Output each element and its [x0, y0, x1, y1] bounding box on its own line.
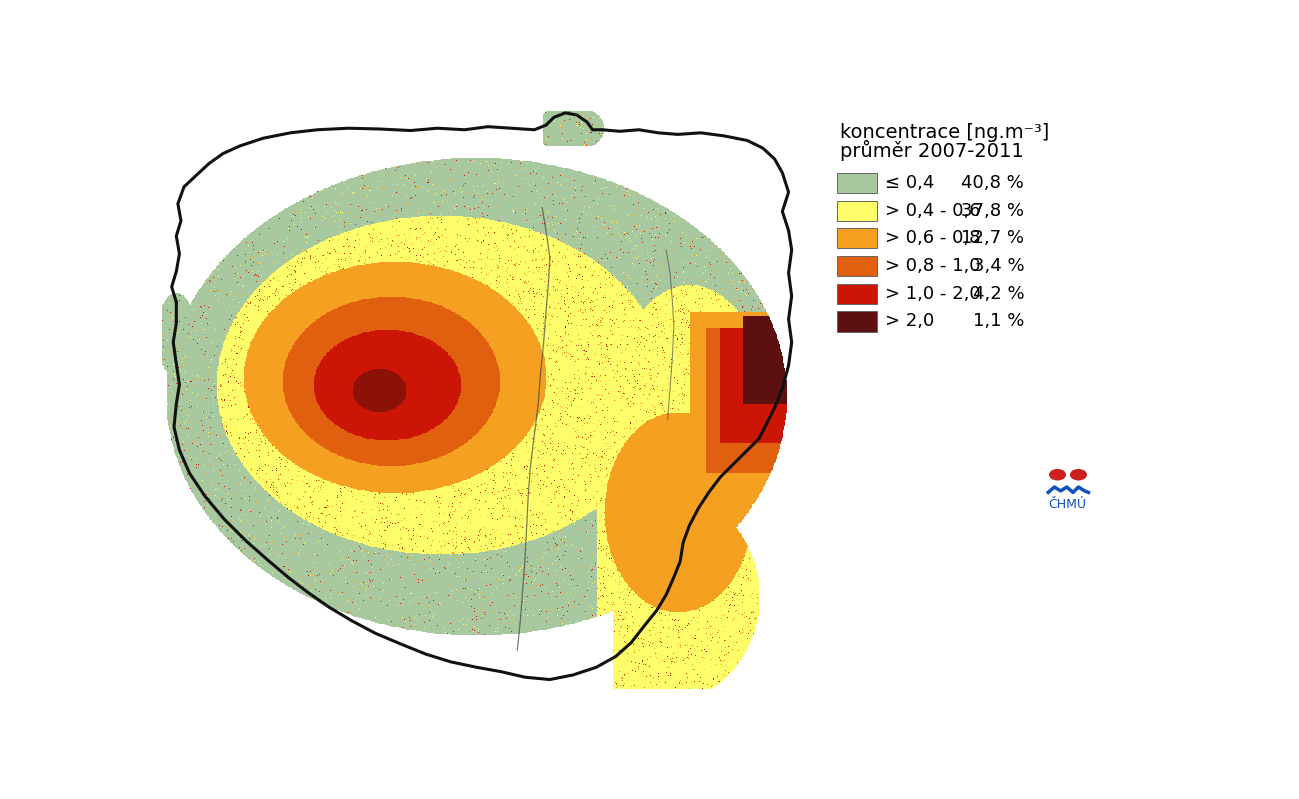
Bar — [837, 312, 877, 332]
Text: 4,2 %: 4,2 % — [973, 284, 1024, 303]
Text: průměr 2007-2011: průměr 2007-2011 — [840, 140, 1024, 161]
Ellipse shape — [1050, 469, 1066, 480]
Text: 37,8 %: 37,8 % — [961, 201, 1024, 220]
Bar — [837, 201, 877, 221]
Text: > 2,0: > 2,0 — [885, 312, 934, 331]
Text: > 0,4 - 0,6: > 0,4 - 0,6 — [885, 201, 981, 220]
Text: 1,1 %: 1,1 % — [973, 312, 1024, 331]
Text: > 1,0 - 2,0: > 1,0 - 2,0 — [885, 284, 981, 303]
Bar — [837, 284, 877, 304]
Text: > 0,8 - 1,0: > 0,8 - 1,0 — [885, 257, 981, 275]
Text: 3,4 %: 3,4 % — [973, 257, 1024, 275]
Bar — [837, 256, 877, 276]
Ellipse shape — [1070, 469, 1087, 480]
Bar — [837, 229, 877, 248]
Text: 40,8 %: 40,8 % — [961, 174, 1024, 192]
Text: ČHMÚ: ČHMÚ — [1048, 498, 1086, 511]
Bar — [837, 173, 877, 193]
Text: ≤ 0,4: ≤ 0,4 — [885, 174, 934, 192]
Text: 12,7 %: 12,7 % — [961, 229, 1024, 248]
Text: koncentrace [ng.m⁻³]: koncentrace [ng.m⁻³] — [840, 123, 1050, 142]
Text: > 0,6 - 0,8: > 0,6 - 0,8 — [885, 229, 981, 248]
